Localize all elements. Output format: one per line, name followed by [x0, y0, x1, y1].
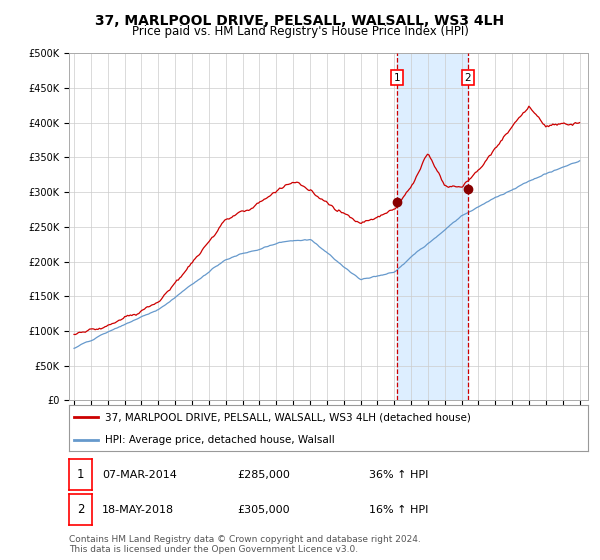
- Text: 37, MARLPOOL DRIVE, PELSALL, WALSALL, WS3 4LH: 37, MARLPOOL DRIVE, PELSALL, WALSALL, WS…: [95, 14, 505, 28]
- Text: 2: 2: [465, 72, 472, 82]
- Text: 36% ↑ HPI: 36% ↑ HPI: [369, 470, 428, 479]
- Text: £285,000: £285,000: [237, 470, 290, 479]
- Text: 18-MAY-2018: 18-MAY-2018: [102, 505, 174, 515]
- Text: 37, MARLPOOL DRIVE, PELSALL, WALSALL, WS3 4LH (detached house): 37, MARLPOOL DRIVE, PELSALL, WALSALL, WS…: [106, 412, 471, 422]
- Text: 07-MAR-2014: 07-MAR-2014: [102, 470, 177, 479]
- Text: 16% ↑ HPI: 16% ↑ HPI: [369, 505, 428, 515]
- Text: Contains HM Land Registry data © Crown copyright and database right 2024.
This d: Contains HM Land Registry data © Crown c…: [69, 535, 421, 554]
- Text: 1: 1: [77, 468, 84, 481]
- Text: HPI: Average price, detached house, Walsall: HPI: Average price, detached house, Wals…: [106, 435, 335, 445]
- Bar: [397, 53, 468, 400]
- Text: 2: 2: [77, 503, 84, 516]
- Text: Price paid vs. HM Land Registry's House Price Index (HPI): Price paid vs. HM Land Registry's House …: [131, 25, 469, 38]
- Text: 1: 1: [394, 72, 400, 82]
- Text: £305,000: £305,000: [237, 505, 290, 515]
